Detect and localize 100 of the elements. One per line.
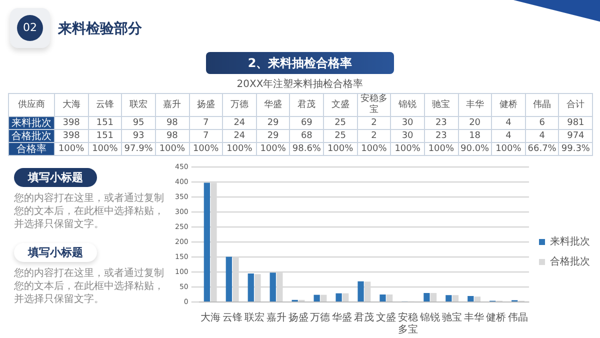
text: 100%: [155, 142, 189, 156]
x-tick-label: 大海: [200, 312, 220, 324]
x-tick-label: 联宏: [244, 312, 264, 324]
category-label: 合计: [558, 94, 592, 116]
x-tick-label: 华盛: [332, 312, 352, 324]
data-label: 974: [558, 130, 592, 142]
data-label: 6: [525, 116, 559, 130]
x-tick-label: 驰宝: [442, 312, 462, 324]
data-label: 29: [256, 116, 290, 130]
text: 97.9%: [122, 142, 156, 156]
bar: [248, 274, 254, 302]
category-label: 文盛: [324, 94, 358, 116]
data-label: 68: [290, 130, 324, 142]
data-label: 69: [290, 116, 324, 130]
bar: [358, 281, 364, 302]
category-label: 华盛: [256, 94, 290, 116]
text: 100%: [256, 142, 290, 156]
bar: [204, 182, 210, 302]
data-label: 24: [222, 130, 256, 142]
text: 100%: [88, 142, 122, 156]
category-label: 驰宝: [424, 94, 458, 116]
text: 02: [17, 15, 43, 41]
text: 100%: [54, 142, 88, 156]
x-tick-label: 万德: [310, 312, 330, 324]
data-label: 151: [88, 130, 122, 142]
bar: [314, 294, 320, 302]
data-label: 98: [155, 116, 189, 130]
data-label: 93: [122, 130, 156, 142]
legend-label: 来料批次: [8, 116, 54, 130]
category-label: 联宏: [122, 94, 156, 116]
category-label: 嘉升: [155, 94, 189, 116]
text: 填写小标题: [14, 168, 97, 187]
data-label: 2: [357, 130, 391, 142]
data-label: 4: [492, 116, 526, 130]
category-label: 丰华: [458, 94, 492, 116]
bar: [380, 294, 386, 302]
x-tick-label: 文盛: [376, 312, 396, 324]
data-label: 30: [390, 116, 424, 130]
text: 99.3%: [558, 142, 592, 156]
text: 填写小标题: [14, 243, 97, 262]
x-tick-label: 扬盛: [288, 312, 308, 324]
category-label: 云锋: [88, 94, 122, 116]
data-label: 7: [189, 116, 223, 130]
text: 100%: [424, 142, 458, 156]
text: 合格率: [8, 142, 54, 156]
data-label: 7: [189, 130, 223, 142]
text: 66.7%: [525, 142, 559, 156]
bar: [270, 272, 276, 302]
text: 100%: [189, 142, 223, 156]
category-label: 健桥: [492, 94, 526, 116]
text: 100%: [324, 142, 358, 156]
data-label: 4: [525, 130, 559, 142]
data-label: 20: [458, 116, 492, 130]
legend-label: 来料批次: [550, 236, 590, 248]
category-label: 安稳多宝: [357, 94, 391, 116]
data-label: 30: [390, 130, 424, 142]
data-label: 2: [357, 116, 391, 130]
legend-label: 合格批次: [8, 130, 54, 142]
data-label: 398: [54, 116, 88, 130]
data-label: 25: [324, 130, 358, 142]
category-label: 万德: [222, 94, 256, 116]
data-label: 4: [492, 130, 526, 142]
text: 您的内容打在这里，或者通过复制您的文本后，在此框中选择粘贴，并选择只保留文字。: [14, 192, 165, 231]
data-label: 98: [155, 130, 189, 142]
bar: [226, 256, 232, 302]
x-tick-label: 健桥: [486, 312, 506, 324]
text: 98.6%: [290, 142, 324, 156]
text: 100%: [222, 142, 256, 156]
text: 您的内容打在这里，或者通过复制您的文本后，在此框中选择粘贴，并选择只保留文字。: [14, 267, 165, 306]
text: 20XX年注塑来料抽检合格率: [236, 78, 364, 91]
data-label: 23: [424, 116, 458, 130]
data-label: 18: [458, 130, 492, 142]
data-label: 398: [54, 130, 88, 142]
x-tick-label: 丰华: [464, 312, 484, 324]
bar: [424, 293, 430, 302]
bar: [336, 293, 342, 302]
category-label: 大海: [54, 94, 88, 116]
category-label: 锦锐: [390, 94, 424, 116]
text: 来料检验部分: [58, 20, 142, 38]
category-label: 扬盛: [189, 94, 223, 116]
text: 100%: [492, 142, 526, 156]
data-label: 25: [324, 116, 358, 130]
text: 100%: [357, 142, 391, 156]
category-label: 君茂: [290, 94, 324, 116]
text: 2、来料抽检合格率: [206, 52, 394, 74]
text: 供应商: [8, 94, 54, 116]
bar: [468, 296, 474, 302]
data-label: 29: [256, 130, 290, 142]
bar: [446, 295, 452, 302]
x-tick-label: 云锋: [222, 312, 242, 324]
x-tick-label: 伟晶: [508, 312, 528, 324]
legend-label: 合格批次: [550, 256, 590, 268]
x-tick-label: 君茂: [354, 312, 374, 324]
x-tick-label: 安稳多宝: [398, 312, 418, 336]
text: 100%: [390, 142, 424, 156]
text: 90.0%: [458, 142, 492, 156]
data-label: 981: [558, 116, 592, 130]
data-label: 23: [424, 130, 458, 142]
data-label: 151: [88, 116, 122, 130]
x-tick-label: 嘉升: [266, 312, 286, 324]
